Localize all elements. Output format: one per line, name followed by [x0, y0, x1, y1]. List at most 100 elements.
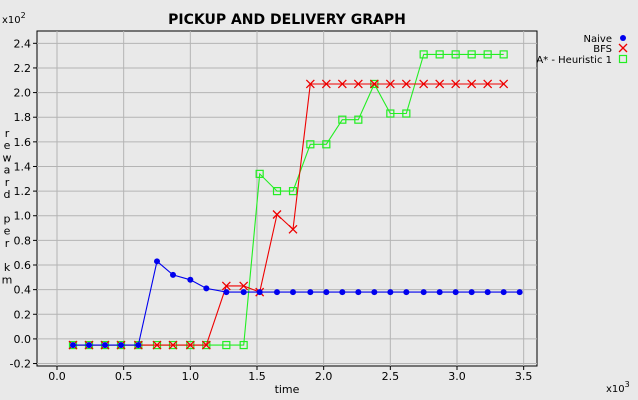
series-layer	[68, 50, 523, 350]
series-2-point-22	[435, 50, 444, 59]
series-1-point-5	[152, 340, 162, 350]
series-0-point-26	[500, 289, 507, 296]
series-2-point-9	[222, 340, 231, 350]
series-0-point-22	[436, 289, 443, 296]
series-0-point-13	[290, 289, 296, 296]
y-label-char-11: k	[4, 261, 11, 274]
series-0-point-23	[452, 289, 459, 296]
series-0-point-14	[307, 289, 314, 296]
x-tick-label-0: 0.0	[48, 370, 66, 383]
series-0-point-12	[274, 289, 280, 296]
legend-marker-2	[618, 54, 628, 64]
series-0-point-8	[203, 285, 210, 292]
series-0-point-20	[403, 289, 410, 296]
y-tick-label-10: 1.8	[14, 111, 32, 124]
series-1-point-16	[337, 79, 347, 89]
series-2-point-10	[239, 340, 248, 350]
series-0-point-15	[323, 289, 330, 296]
series-0-point-18	[371, 289, 378, 296]
x-tick-label-5: 2.5	[382, 370, 400, 383]
y-label-char-3: a	[4, 164, 11, 177]
series-1-point-13	[288, 224, 298, 234]
series-0-point-10	[240, 289, 247, 296]
series-0-point-11	[256, 289, 263, 296]
y-tick-label-8: 1.4	[14, 160, 32, 173]
series-1-point-12	[272, 210, 282, 219]
series-1-point-15	[321, 79, 331, 89]
series-0-point-5	[154, 258, 160, 265]
y-tick-label-4: 0.6	[14, 259, 32, 272]
series-0-point-2	[102, 342, 108, 349]
y-tick-label-3: 0.4	[14, 284, 32, 297]
series-1-point-9	[221, 281, 231, 291]
series-2-point-26	[499, 50, 508, 59]
y-label-char-1: e	[4, 139, 11, 152]
series-0-point-19	[387, 289, 394, 296]
series-1-point-10	[239, 281, 249, 291]
legend-marker-0	[620, 35, 626, 41]
y-tick-label-1: 0.0	[14, 333, 32, 346]
y-tick-label-12: 2.2	[14, 62, 32, 75]
series-1-point-14	[305, 79, 315, 89]
series-1-point-22	[435, 79, 445, 89]
y-multiplier-exp: 2	[21, 11, 26, 20]
series-1-point-24	[467, 79, 477, 89]
series-0-point-0	[70, 342, 76, 349]
series-1-point-8	[201, 340, 211, 350]
series-2-point-21	[419, 50, 428, 59]
y-tick-label-7: 1.2	[14, 185, 32, 198]
y-tick-label-11: 2.0	[14, 87, 32, 100]
y-axis-ticks: -0.2 0.0 0.2 0.4 0.6 0.8 1.0 1.2 1.4 1.6 1.8 2.0 2.2…	[10, 37, 37, 371]
x-tick-label-7: 3.5	[515, 370, 533, 383]
y-label-char-5: d	[4, 188, 11, 201]
series-0-point-21	[420, 289, 427, 296]
series-0-point-27	[516, 289, 523, 296]
y-label-char-12: m	[2, 273, 13, 286]
series-0-point-4	[135, 342, 142, 349]
legend-label-1: BFS	[593, 44, 612, 55]
y-tick-label-2: 0.2	[14, 308, 32, 321]
series-1-point-23	[451, 79, 461, 89]
series-2-point-12	[272, 187, 282, 196]
series-1-point-18	[369, 79, 379, 89]
series-1-point-26	[499, 79, 509, 89]
series-2-point-16	[338, 115, 347, 124]
series-0-point-1	[86, 342, 92, 349]
x-axis-multiplier: x103	[606, 380, 630, 395]
x-multiplier-base: x10	[606, 384, 625, 395]
x-multiplier-exp: 3	[625, 380, 630, 389]
series-0-point-25	[484, 289, 491, 296]
series-2-point-15	[322, 140, 331, 149]
y-tick-label-0: -0.2	[10, 358, 31, 371]
legend-marker-1	[618, 43, 628, 53]
x-tick-label-2: 1.0	[182, 370, 200, 383]
x-tick-label-4: 2.0	[315, 370, 333, 383]
series-2-point-23	[451, 50, 460, 59]
series-0-point-17	[355, 289, 362, 296]
series-2-point-25	[483, 50, 492, 59]
y-tick-label-13: 2.4	[14, 37, 32, 50]
y-label-char-9: r	[5, 237, 10, 250]
series-2-point-14	[306, 140, 315, 149]
x-tick-label-6: 3.0	[448, 370, 466, 383]
series-0-point-3	[118, 342, 124, 349]
series-1-point-7	[185, 340, 195, 350]
series-1-point-6	[168, 340, 178, 350]
x-tick-label-1: 0.5	[115, 370, 133, 383]
series-0-point-7	[187, 276, 194, 283]
series-0-point-16	[339, 289, 346, 296]
y-tick-label-5: 0.8	[14, 234, 32, 247]
series-1-point-25	[483, 79, 493, 89]
series-line-0	[73, 260, 520, 346]
y-tick-label-9: 1.6	[14, 136, 32, 149]
series-0-point-24	[468, 289, 475, 296]
x-tick-label-3: 1.5	[248, 370, 266, 383]
legend-label-2: A* - Heuristic 1	[536, 55, 612, 66]
y-label-char-8: e	[4, 225, 11, 238]
svg-text:x102: x102	[2, 11, 26, 26]
series-0-point-6	[170, 271, 176, 278]
series-2-point-13	[288, 187, 298, 196]
y-label-char-2: w	[3, 151, 12, 164]
